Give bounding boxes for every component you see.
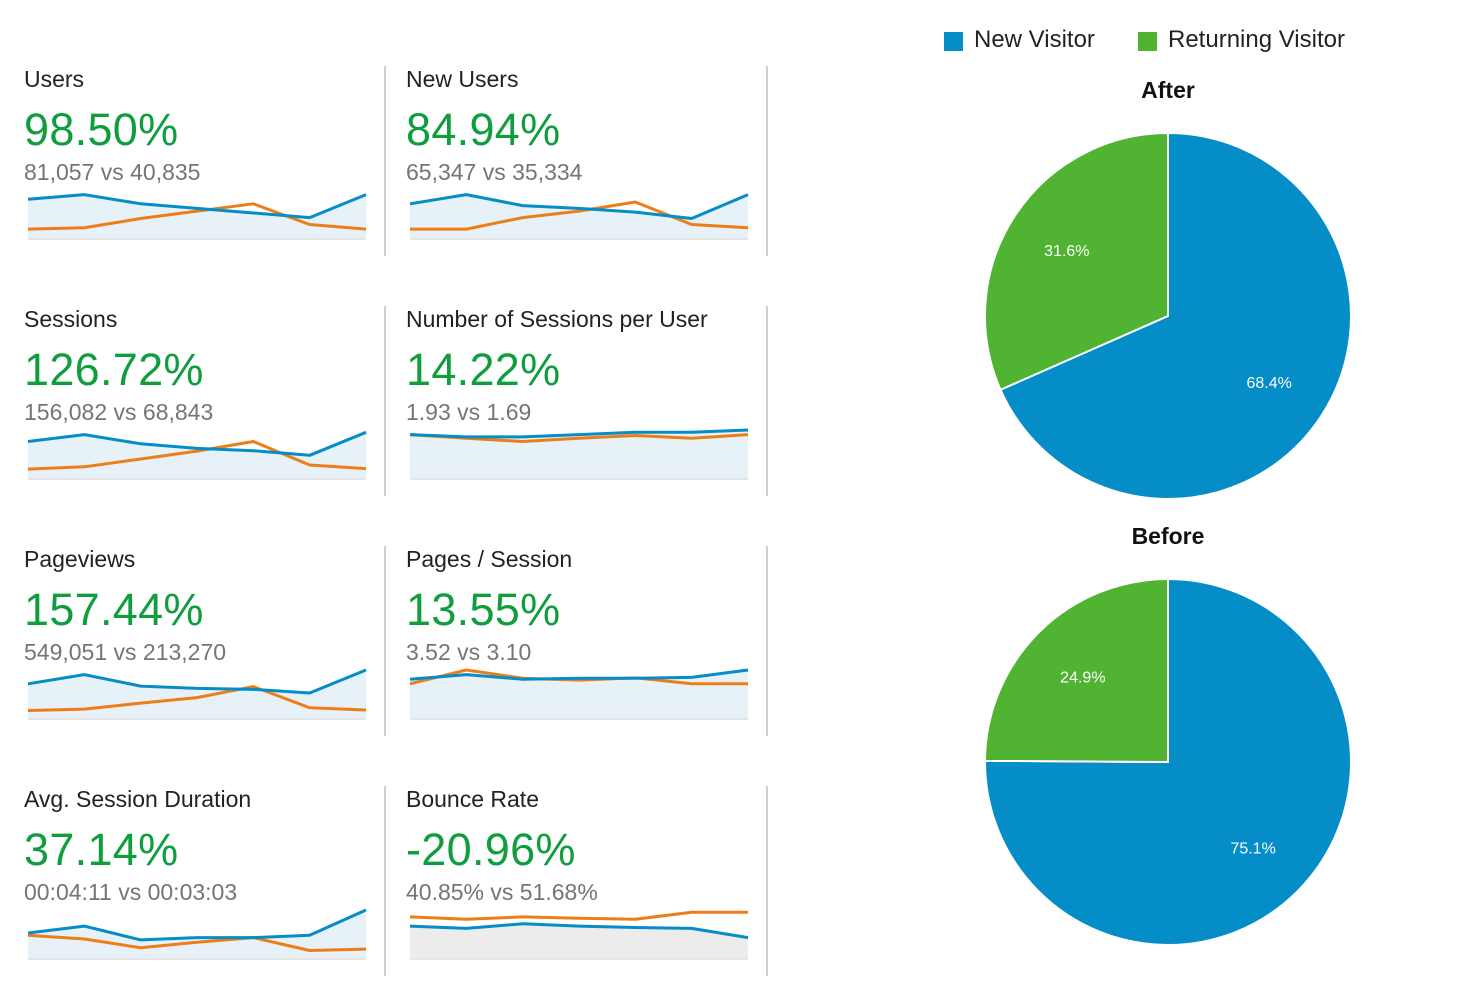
pie-slice-returning-visitor[interactable]	[984, 131, 1169, 392]
metric-name: Number of Sessions per User	[406, 306, 708, 332]
metric-comparison: 549,051 vs 213,270	[24, 639, 227, 665]
sparkline	[409, 668, 749, 720]
metric-comparison: 3.52 vs 3.10	[406, 639, 532, 665]
metric-avg-session-duration[interactable]: Avg. Session Duration 37.14% 00:04:11 vs…	[24, 786, 384, 976]
sparkline-current-line	[409, 193, 749, 221]
metric-name: Pageviews	[24, 546, 136, 572]
sparkline-area	[28, 194, 366, 238]
sparkline-previous-line	[27, 933, 367, 952]
pie-chart-before: 75.1% 24.9%	[983, 577, 1352, 946]
metric-comparison: 81,057 vs 40,835	[24, 159, 201, 185]
sparkline	[409, 428, 749, 480]
sparkline-current-line	[27, 668, 367, 695]
legend-swatch	[944, 32, 963, 51]
sparkline-baseline	[28, 478, 366, 480]
sparkline-previous-line	[27, 440, 367, 471]
metric-comparison: 65,347 vs 35,334	[406, 159, 583, 185]
column-divider	[384, 66, 386, 256]
sparkline-baseline	[410, 478, 748, 480]
metric-pages-per-session[interactable]: Pages / Session 13.55% 3.52 vs 3.10	[406, 546, 766, 736]
pie-slice-new-visitor[interactable]	[984, 577, 1352, 946]
sparkline-area	[410, 194, 748, 238]
sparkline-previous-line	[410, 200, 749, 231]
column-divider	[384, 546, 386, 736]
metric-change: 37.14%	[24, 824, 179, 875]
metric-name: Users	[24, 66, 85, 92]
legend-swatch	[1138, 32, 1157, 51]
legend-label: Returning Visitor	[1168, 26, 1345, 53]
metric-comparison: 00:04:11 vs 00:03:03	[24, 879, 238, 905]
metric-new-users[interactable]: New Users 84.94% 65,347 vs 35,334	[406, 66, 766, 256]
metric-users[interactable]: Users 98.50% 81,057 vs 40,835	[24, 66, 384, 256]
column-divider	[766, 306, 768, 496]
sparkline-previous-line	[409, 668, 748, 686]
metric-sessions[interactable]: Sessions 126.72% 156,082 vs 68,843	[24, 306, 384, 496]
sparkline-area	[410, 923, 748, 958]
pie-title-before: Before	[1131, 523, 1205, 549]
pie-slice-returning-visitor[interactable]	[983, 577, 1169, 764]
metric-name: Pages / Session	[406, 546, 573, 572]
sparkline-area	[410, 430, 748, 478]
pie-title-after: After	[1141, 77, 1195, 103]
metric-pageviews[interactable]: Pageviews 157.44% 549,051 vs 213,270	[24, 546, 384, 736]
legend-label: New Visitor	[974, 26, 1095, 53]
pie-slice-label: 75.1%	[1230, 841, 1275, 858]
sparkline-area	[28, 432, 366, 478]
metric-change: -20.96%	[406, 824, 576, 875]
sparkline-previous-line	[27, 685, 367, 712]
metric-name: New Users	[406, 66, 519, 92]
sparkline	[27, 908, 367, 960]
sparkline	[27, 193, 367, 240]
pie-slice-label: 68.4%	[1246, 375, 1291, 392]
metric-comparison: 156,082 vs 68,843	[24, 399, 214, 425]
sparkline-baseline	[410, 718, 748, 720]
sparkline	[409, 193, 749, 240]
sparkline-area	[28, 670, 366, 718]
pie-chart-after: 68.4% 31.6%	[984, 131, 1352, 500]
pie-slice-new-visitor[interactable]	[999, 131, 1352, 500]
metric-change: 14.22%	[406, 344, 561, 395]
sparkline-baseline	[410, 958, 748, 960]
sparkline	[409, 910, 749, 960]
sparkline-baseline	[28, 958, 366, 960]
sparkline-baseline	[410, 238, 748, 240]
sparkline-current-line	[27, 908, 367, 942]
column-divider	[384, 786, 386, 976]
column-divider	[766, 546, 768, 736]
pie-slice-label: 24.9%	[1060, 669, 1105, 686]
metric-change: 98.50%	[24, 104, 179, 155]
column-divider	[384, 306, 386, 496]
metric-change: 84.94%	[406, 104, 561, 155]
sparkline-previous-line	[409, 910, 748, 921]
metric-comparison: 40.85% vs 51.68%	[406, 879, 598, 905]
sparkline-current-line	[409, 428, 749, 439]
metric-change: 157.44%	[24, 584, 204, 635]
metric-name: Avg. Session Duration	[24, 786, 252, 812]
sparkline-current-line	[27, 430, 367, 457]
column-divider	[766, 786, 768, 976]
sparkline-current-line	[409, 922, 749, 940]
pie-slice-label: 31.6%	[1044, 243, 1089, 260]
sparkline-current-line	[409, 668, 749, 681]
metric-change: 13.55%	[406, 584, 561, 635]
sparkline-previous-line	[27, 202, 367, 231]
sparkline	[27, 430, 367, 480]
sparkline-current-line	[27, 193, 367, 220]
column-divider	[766, 66, 768, 256]
metric-bounce-rate[interactable]: Bounce Rate -20.96% 40.85% vs 51.68%	[406, 786, 766, 976]
sparkline-baseline	[28, 718, 366, 720]
metric-change: 126.72%	[24, 344, 204, 395]
metric-name: Sessions	[24, 306, 118, 332]
sparkline	[27, 668, 367, 720]
metric-sessions-per-user[interactable]: Number of Sessions per User 14.22% 1.93 …	[406, 306, 766, 496]
sparkline-area	[28, 910, 366, 958]
metric-name: Bounce Rate	[406, 786, 539, 812]
sparkline-baseline	[28, 238, 366, 240]
metric-comparison: 1.93 vs 1.69	[406, 399, 532, 425]
